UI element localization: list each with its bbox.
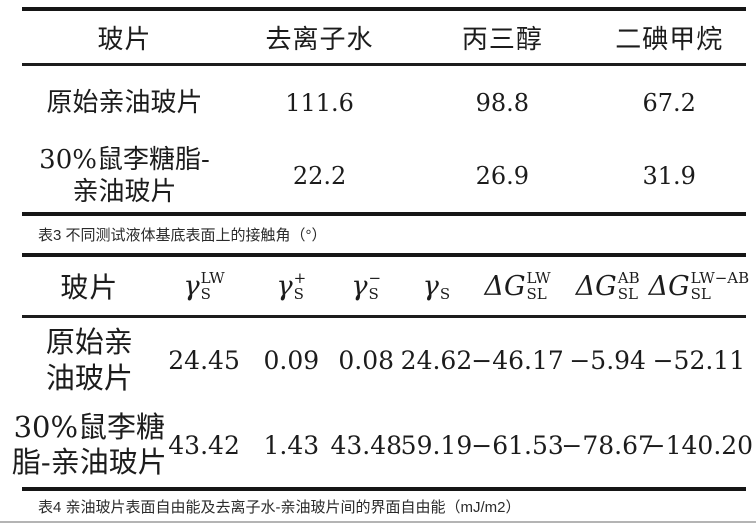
- table4-bottom-rule: [22, 487, 746, 491]
- table3-header-glycerol: 丙三醇: [461, 24, 543, 55]
- value-cell: 111.6: [285, 89, 354, 117]
- row-label: 30%鼠李糖脂- 亲油玻片: [22, 140, 227, 212]
- table4-caption-band: 表4 亲油玻片表面自由能及去离子水-亲油玻片间的界面自由能（mJ/m2）: [22, 491, 746, 521]
- math-symbol: ΔG LW SL: [484, 270, 550, 302]
- table3-header-slide: 玻片: [97, 24, 152, 55]
- math-symbol: γ + S: [276, 270, 306, 302]
- symbol-sub: S: [200, 285, 211, 303]
- table4-header-gamma-s: γ S: [401, 257, 471, 315]
- table4-header-dg-lw: ΔG LW SL: [472, 257, 564, 315]
- table-row: 30%鼠李糖脂- 亲油玻片 22.2 26.9 31.9: [22, 140, 746, 212]
- math-symbol: ΔG AB SL: [576, 270, 640, 302]
- value-cell: 0.09: [263, 346, 320, 375]
- symbol-scripts: + S: [293, 269, 307, 303]
- symbol-base: ΔG: [648, 270, 690, 302]
- table3-bottom-rule: [22, 212, 746, 216]
- symbol-sub: S: [439, 285, 451, 303]
- symbol-sup: LW−AB: [690, 269, 750, 287]
- table4-header-slide: 玻片: [60, 271, 119, 304]
- table3-header-rule: [22, 63, 746, 66]
- symbol-scripts: − S: [368, 269, 382, 303]
- table4-header-dg-ab: ΔG AB SL: [564, 257, 652, 315]
- symbol-base: γ: [422, 270, 439, 302]
- table-row: 原始亲油玻片 111.6 98.8 67.2: [22, 66, 746, 140]
- symbol-sup: −: [368, 269, 382, 287]
- symbol-sup: +: [293, 269, 307, 287]
- symbol-scripts: AB SL: [617, 269, 640, 303]
- symbol-scripts: LW SL: [526, 269, 551, 303]
- value-cell: 98.8: [475, 89, 530, 117]
- math-symbol: γ − S: [351, 270, 381, 302]
- row-label: 原始亲 油玻片: [22, 318, 157, 403]
- table4-header-dg-lw-ab: ΔG LW−AB SL: [649, 257, 750, 315]
- math-symbol: γ S: [423, 270, 450, 302]
- value-cell: −61.53: [471, 430, 564, 460]
- table4-header-rule: [22, 315, 746, 318]
- value-cell: −46.17: [471, 346, 564, 375]
- row-label-line1: 30%鼠李糖脂-: [39, 144, 210, 175]
- row-label: 30%鼠李糖 脂-亲油玻片: [12, 403, 167, 487]
- table4-header-gamma-lw: γ LW S: [157, 257, 252, 315]
- symbol-sup: LW: [200, 269, 225, 287]
- table-row: 原始亲 油玻片 24.45 0.09 0.08 24.62 −46.17 −5.…: [22, 318, 746, 403]
- value-cell: −78.67: [561, 430, 654, 460]
- table4-header-row: 玻片 γ LW S γ + S: [22, 257, 750, 315]
- value-cell: 24.45: [168, 346, 240, 375]
- value-cell: −5.94: [569, 346, 646, 375]
- value-cell: 22.2: [292, 162, 347, 190]
- symbol-sup: LW: [526, 269, 551, 287]
- symbol-sup: AB: [617, 269, 640, 287]
- symbol-base: γ: [183, 270, 200, 302]
- row-label-line2: 脂-亲油玻片: [11, 445, 167, 479]
- tables-content: 玻片 去离子水 丙三醇 二碘甲烷 原始亲油玻片 111.6 98.8 67.2 …: [12, 7, 754, 521]
- table4-header-gamma-plus: γ + S: [252, 257, 332, 315]
- symbol-sub: SL: [690, 285, 711, 303]
- symbol-scripts: S: [440, 271, 450, 303]
- row-label-line2: 亲油玻片: [72, 177, 177, 207]
- value-cell: 43.48: [330, 430, 403, 460]
- symbol-sub: SL: [526, 285, 547, 303]
- table3-top-rule: [22, 7, 746, 11]
- symbol-scripts: LW−AB SL: [690, 269, 750, 303]
- symbol-base: γ: [351, 270, 368, 302]
- value-cell: −140.20: [644, 430, 754, 460]
- table3-caption: 表3 不同测试液体基底表面上的接触角（°）: [38, 227, 327, 244]
- table3-header-diiodomethane: 二碘甲烷: [615, 24, 724, 55]
- math-symbol: γ LW S: [183, 270, 224, 302]
- value-cell: 26.9: [475, 162, 530, 190]
- value-cell: −52.11: [652, 346, 746, 375]
- symbol-base: γ: [276, 270, 293, 302]
- value-cell: 67.2: [642, 89, 696, 117]
- symbol-base: ΔG: [575, 270, 617, 302]
- row-label: 原始亲油玻片: [46, 87, 203, 118]
- table4-header-gamma-minus: γ − S: [331, 257, 401, 315]
- value-cell: 1.43: [263, 430, 320, 460]
- table4-top-rule: [22, 253, 746, 257]
- symbol-sub: SL: [617, 285, 639, 303]
- table3-header-deionized-water: 去离子水: [265, 24, 374, 55]
- symbol-sub: S: [368, 285, 379, 303]
- math-symbol: ΔG LW−AB SL: [649, 270, 750, 302]
- row-label-line2: 油玻片: [45, 360, 133, 395]
- value-cell: 0.08: [338, 346, 395, 375]
- value-cell: 43.42: [168, 430, 240, 460]
- value-cell: 31.9: [642, 162, 696, 190]
- table3-header-row: 玻片 去离子水 丙三醇 二碘甲烷: [22, 11, 746, 63]
- table3-caption-band: 表3 不同测试液体基底表面上的接触角（°）: [22, 216, 746, 253]
- table4-caption: 表4 亲油玻片表面自由能及去离子水-亲油玻片间的界面自由能（mJ/m2）: [38, 498, 521, 516]
- row-label-line1: 30%鼠李糖: [13, 409, 166, 444]
- table-row: 30%鼠李糖 脂-亲油玻片 43.42 1.43 43.48 59.19 −61…: [12, 403, 754, 487]
- symbol-sub: S: [293, 285, 304, 303]
- symbol-scripts: LW S: [200, 269, 225, 303]
- symbol-base: ΔG: [484, 270, 526, 302]
- row-label-line1: 原始亲: [45, 325, 133, 360]
- value-cell: 24.62: [400, 346, 473, 375]
- value-cell: 59.19: [400, 430, 473, 460]
- page-bottom-edge: [0, 521, 756, 523]
